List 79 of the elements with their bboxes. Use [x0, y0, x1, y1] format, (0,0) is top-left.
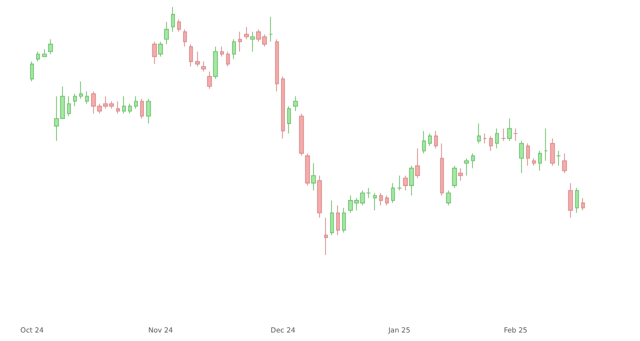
candlestick — [330, 200, 334, 236]
candlestick — [483, 133, 487, 144]
candlestick — [324, 217, 328, 256]
candlestick — [220, 46, 224, 57]
candlestick — [568, 182, 573, 218]
candlestick — [458, 168, 463, 181]
candlestick — [122, 96, 126, 114]
candlestick — [134, 96, 138, 110]
candlestick — [373, 192, 377, 211]
candlestick — [171, 6, 175, 32]
candlestick — [67, 96, 71, 117]
candlestick — [513, 128, 518, 142]
candlestick — [250, 31, 255, 52]
candlestick — [507, 118, 512, 142]
candlestick — [336, 205, 340, 236]
candlestick — [471, 152, 475, 169]
candlestick — [440, 143, 444, 196]
candlestick — [30, 61, 34, 82]
candlestick — [275, 38, 279, 92]
candlestick — [415, 148, 420, 179]
candlestick — [201, 61, 206, 72]
candlestick — [152, 41, 157, 64]
candlestick — [403, 175, 408, 191]
candlestick — [238, 31, 242, 52]
candlestick — [434, 130, 438, 149]
candlestick — [293, 96, 298, 112]
candlestick — [311, 162, 316, 191]
candlestick — [464, 158, 469, 176]
candlestick — [73, 93, 77, 107]
candlestick — [317, 175, 322, 218]
candlestick — [446, 190, 451, 206]
candlestick — [422, 130, 426, 154]
candlestick — [36, 51, 40, 62]
candlestick — [281, 76, 285, 139]
candlestick — [177, 19, 181, 32]
candlestick — [489, 136, 493, 152]
candlestick — [538, 150, 542, 172]
candlestick — [195, 51, 200, 67]
candlestick — [244, 26, 249, 40]
candlestick — [581, 198, 585, 211]
candlestick — [269, 16, 273, 42]
candlestick — [232, 38, 236, 60]
candlestick — [544, 128, 548, 162]
candlestick — [128, 103, 132, 114]
candlestick — [550, 138, 555, 166]
candlestick — [48, 38, 53, 55]
candlestick — [452, 165, 457, 188]
candlestick — [477, 123, 481, 144]
candlestick — [495, 128, 499, 149]
candlestick — [526, 143, 530, 166]
candlestick — [556, 150, 561, 166]
candlestick — [183, 28, 187, 48]
candlestick — [42, 48, 47, 57]
candlestick — [164, 21, 169, 45]
candlestick — [562, 152, 567, 174]
candlestick — [116, 100, 120, 114]
candlestick — [305, 152, 310, 186]
candlestick — [501, 128, 506, 142]
candlestick — [79, 81, 83, 100]
candlestick — [85, 90, 89, 104]
candlestick — [391, 182, 395, 204]
candlestick — [519, 140, 524, 174]
candlestick — [207, 71, 212, 90]
candlestick — [226, 51, 230, 67]
candlestick — [428, 133, 432, 146]
candlestick — [532, 158, 536, 166]
candlestick — [140, 98, 144, 119]
candlestick — [575, 188, 579, 214]
candlestick — [397, 175, 402, 191]
candlestick — [379, 192, 383, 206]
candlestick — [409, 165, 414, 196]
candlestick — [158, 41, 163, 57]
candlestick — [299, 113, 304, 156]
candlestick — [213, 46, 218, 80]
candlestick — [146, 98, 151, 124]
candlestick — [342, 207, 346, 234]
candlestick — [385, 195, 389, 206]
candlestick — [287, 106, 291, 134]
candlestick — [189, 44, 193, 67]
